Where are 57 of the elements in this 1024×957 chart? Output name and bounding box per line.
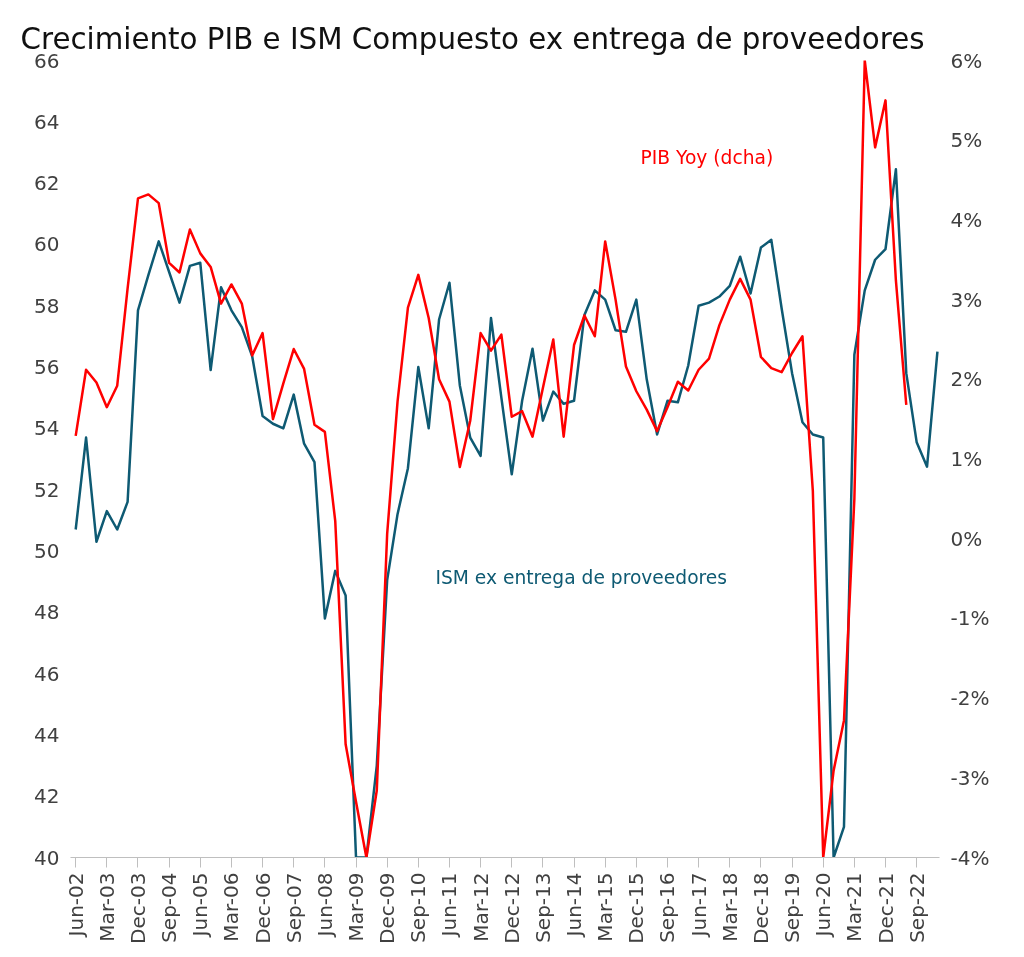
x-tick-label: Dec-18 bbox=[748, 872, 773, 944]
y2-tick-label: 1% bbox=[950, 447, 983, 471]
y-tick-label: 48 bbox=[34, 600, 60, 625]
y-tick-label: 56 bbox=[34, 355, 60, 380]
y2-tick-label: -3% bbox=[950, 765, 990, 790]
x-tick-label: Sep-04 bbox=[157, 872, 182, 943]
y2-tick-label: -4% bbox=[950, 845, 990, 870]
y2-tick-label: -2% bbox=[950, 686, 990, 711]
x-tick-label: Sep-10 bbox=[406, 872, 431, 943]
x-tick-label: Sep-22 bbox=[904, 872, 929, 943]
y-tick-label: 42 bbox=[34, 784, 60, 809]
y-tick-label: 46 bbox=[34, 661, 60, 686]
y2-tick-label: 6% bbox=[950, 48, 983, 73]
y-tick-label: 66 bbox=[34, 48, 60, 73]
x-tick-label: Dec-03 bbox=[125, 872, 150, 944]
x-tick-label: Mar-03 bbox=[94, 872, 119, 942]
x-tick-label: Mar-21 bbox=[842, 872, 867, 942]
x-tick-label: Jun-11 bbox=[437, 872, 462, 939]
y-tick-label: 58 bbox=[34, 293, 60, 318]
y2-tick-label: -1% bbox=[950, 606, 990, 631]
x-tick-label: Jun-17 bbox=[686, 872, 711, 939]
line-series bbox=[74, 168, 939, 858]
x-tick-label: Jun-08 bbox=[312, 872, 337, 939]
line-series bbox=[74, 60, 908, 858]
y2-tick-label: 2% bbox=[950, 367, 983, 392]
x-tick-label: Sep-19 bbox=[780, 872, 805, 943]
y2-tick-label: 5% bbox=[950, 128, 983, 153]
x-tick-label: Dec-06 bbox=[250, 872, 275, 944]
y2-tick-label: 3% bbox=[950, 287, 983, 312]
y-tick-label: 40 bbox=[34, 845, 60, 870]
y-tick-label: 60 bbox=[34, 232, 60, 257]
x-tick-label: Jun-20 bbox=[811, 872, 836, 939]
x-tick-label: Dec-15 bbox=[624, 872, 649, 944]
x-tick-label: Sep-13 bbox=[530, 872, 555, 943]
x-tick-label: Jun-02 bbox=[63, 872, 88, 939]
y-tick-label: 52 bbox=[34, 477, 60, 502]
x-tick-label: Sep-07 bbox=[281, 872, 306, 943]
x-tick-label: Dec-09 bbox=[375, 872, 400, 944]
x-tick-label: Jun-05 bbox=[188, 872, 213, 939]
x-tick-label: Mar-09 bbox=[344, 872, 369, 942]
x-tick-label: Dec-21 bbox=[873, 872, 898, 944]
x-tick-label: Dec-12 bbox=[499, 872, 524, 944]
y-tick-label: 54 bbox=[34, 416, 60, 441]
y2-tick-label: 4% bbox=[950, 207, 983, 232]
y-tick-label: 50 bbox=[34, 538, 60, 563]
x-tick-label: Mar-15 bbox=[593, 872, 618, 942]
x-tick-label: Mar-06 bbox=[219, 872, 244, 942]
x-tick-label: Mar-18 bbox=[717, 872, 742, 942]
x-tick-label: Mar-12 bbox=[468, 872, 493, 942]
y-tick-label: 44 bbox=[34, 722, 60, 747]
text: PIB Yoy (dcha) bbox=[640, 146, 774, 168]
x-tick-label: Sep-16 bbox=[655, 872, 680, 943]
y-tick-label: 62 bbox=[34, 171, 60, 196]
y-tick-label: 64 bbox=[34, 109, 60, 134]
text: ISM ex entrega de proveedores bbox=[435, 566, 728, 588]
y2-tick-label: 0% bbox=[950, 526, 983, 551]
x-tick-label: Jun-14 bbox=[562, 872, 587, 939]
